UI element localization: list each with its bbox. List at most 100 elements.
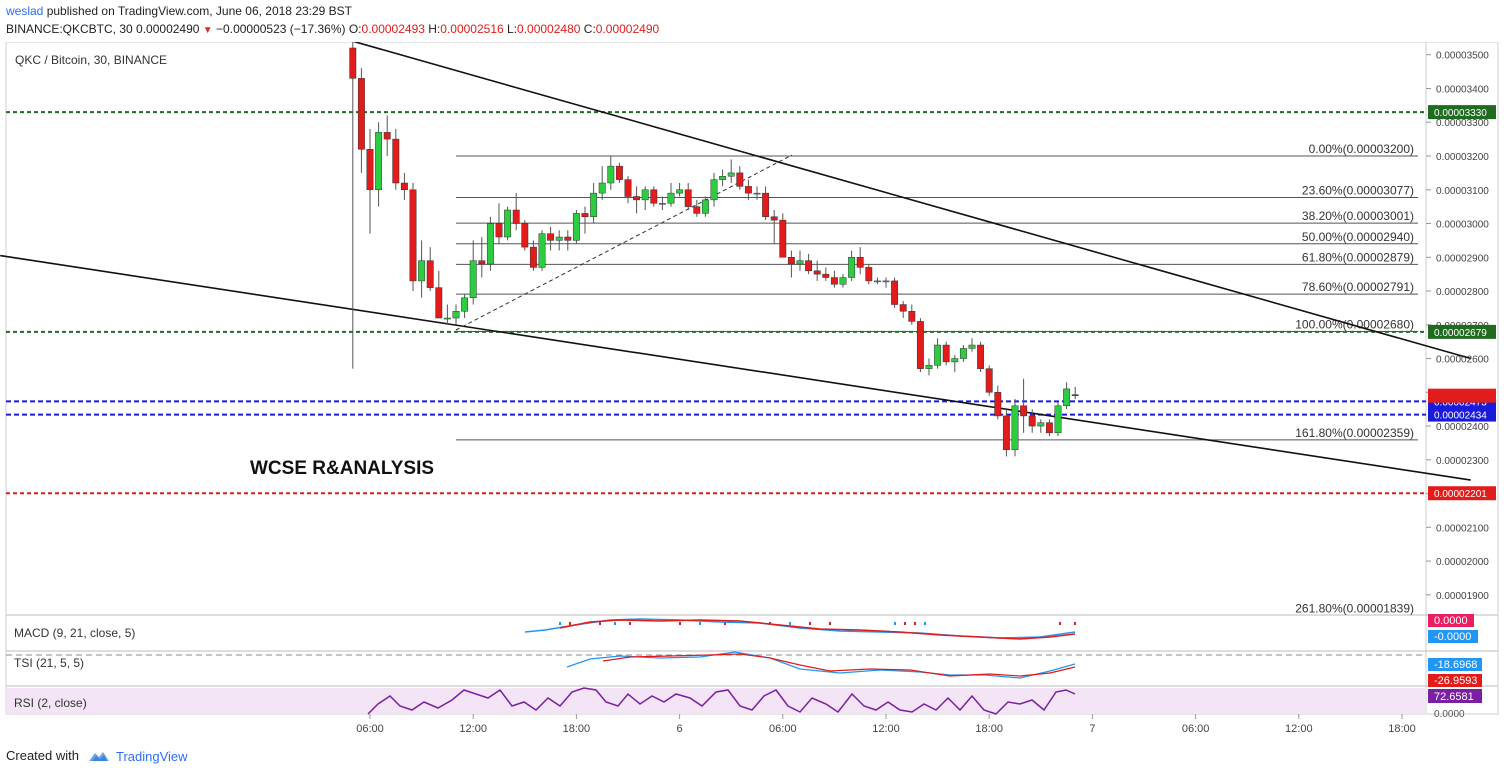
candle-body xyxy=(813,270,821,275)
fib-label: 100.00%(0.00002680) xyxy=(1295,318,1414,332)
price-chart[interactable]: 0.000019000.000020000.000021000.00002200… xyxy=(0,34,1504,742)
candle-body xyxy=(383,132,391,140)
trendline[interactable] xyxy=(352,40,1472,360)
macd-value-2: -0.0000 xyxy=(1434,631,1471,643)
candle-body xyxy=(633,196,641,201)
y-tick-label: 0.00002400 xyxy=(1436,422,1489,433)
publish-header: weslad published on TradingView.com, Jun… xyxy=(0,0,1504,42)
candle-body xyxy=(495,223,503,238)
high-value: 0.00002516 xyxy=(440,22,504,36)
macd-value-box-1 xyxy=(1428,614,1474,627)
candle-body xyxy=(512,209,520,224)
y-tick-label: 0.00003300 xyxy=(1436,118,1489,129)
candle-body xyxy=(934,344,942,366)
x-tick-label: 18:00 xyxy=(975,723,1003,735)
x-tick-label: 6 xyxy=(677,723,683,735)
macd-value-1: 0.0000 xyxy=(1434,615,1468,627)
candle-body xyxy=(899,304,907,312)
candle-body xyxy=(409,189,417,282)
y-tick-label: 0.00003400 xyxy=(1436,84,1489,95)
y-tick-label: 0.00003100 xyxy=(1436,186,1489,197)
candle-body xyxy=(547,233,555,241)
x-tick-label: 06:00 xyxy=(356,723,384,735)
y-tick-label: 0.00002900 xyxy=(1436,253,1489,264)
y-tick-label: 0.00002800 xyxy=(1436,287,1489,298)
candle-body xyxy=(478,260,486,265)
level-label: 0.00002473 xyxy=(1434,397,1487,408)
candle-body xyxy=(762,192,770,218)
x-tick-labels: 06:00 12:00 18:00 6 06:00 12:00 18:00 7 06:00 12:… xyxy=(356,714,1416,735)
candle-body xyxy=(469,260,477,299)
author-link[interactable]: weslad xyxy=(6,4,44,18)
candle-body xyxy=(770,216,778,221)
candle-body xyxy=(615,165,623,180)
tradingview-logo-icon xyxy=(89,752,109,761)
candle-body xyxy=(658,203,666,205)
candle-body xyxy=(641,189,649,201)
candle-body xyxy=(426,260,434,288)
x-tick-label: 7 xyxy=(1089,723,1095,735)
candle-body xyxy=(916,321,924,369)
candle-body xyxy=(822,273,830,278)
candle-body xyxy=(753,192,761,195)
symbol-label: BINANCE:QKCBTC, 30 xyxy=(6,22,133,36)
candle-body xyxy=(873,280,881,283)
candle-body xyxy=(572,213,580,241)
candle-body xyxy=(925,365,933,369)
candle-body xyxy=(418,260,426,282)
y-tick-label: 0.00002000 xyxy=(1436,557,1489,568)
rsi-value-box-1 xyxy=(1428,689,1482,703)
macd-value-box-2 xyxy=(1428,630,1478,643)
level-label: 0.00002679 xyxy=(1434,328,1487,339)
candle-body xyxy=(1020,405,1028,417)
trendline[interactable] xyxy=(0,254,1471,481)
candle-body xyxy=(942,344,950,363)
candle-body xyxy=(504,209,512,238)
x-tick-label: 18:00 xyxy=(563,723,591,735)
candle-body xyxy=(1045,422,1053,434)
macd-signal-line xyxy=(559,619,1076,640)
candle-body xyxy=(968,344,976,349)
candle-body xyxy=(994,392,1002,417)
tsi-value-1: -18.6968 xyxy=(1434,659,1477,671)
candle-body xyxy=(865,267,873,282)
candle-body xyxy=(856,257,864,268)
candle-body xyxy=(624,179,632,197)
candle-body xyxy=(555,236,563,241)
published-text: published on TradingView.com, June 06, 2… xyxy=(43,4,353,18)
chart-area[interactable]: 0.000019000.000020000.000021000.00002200… xyxy=(0,34,1504,742)
fib-label: 0.00%(0.00003200) xyxy=(1309,142,1414,156)
candle-body xyxy=(349,47,357,79)
tradingview-brand-link[interactable]: TradingView xyxy=(88,746,188,766)
price-scale[interactable] xyxy=(1425,41,1499,715)
level-label-box xyxy=(1428,407,1496,422)
price-change: −0.00000523 (−17.36%) xyxy=(216,22,346,36)
created-with-text: Created with xyxy=(6,748,79,763)
x-tick-label: 12:00 xyxy=(459,723,487,735)
x-tick-label: 06:00 xyxy=(1182,723,1210,735)
candle-body xyxy=(684,189,692,207)
last-price: 0.00002490 xyxy=(136,22,200,36)
candle-body xyxy=(839,277,847,285)
rsi-line xyxy=(367,687,1076,715)
candle-body xyxy=(908,311,916,322)
rsi-label: RSI (2, close) xyxy=(14,696,87,710)
fib-label: 38.20%(0.00003001) xyxy=(1302,209,1414,223)
candle-body xyxy=(607,165,615,184)
candle-body xyxy=(977,344,985,369)
y-tick-label: 0.00001900 xyxy=(1436,591,1489,602)
candle-body xyxy=(1002,415,1010,450)
level-label: 0.00003330 xyxy=(1434,108,1487,119)
footer: Created with TradingView xyxy=(0,740,1504,773)
level-label-box xyxy=(1428,105,1496,120)
y-tick-label: 0.00003500 xyxy=(1436,51,1489,62)
x-tick-label: 18:00 xyxy=(1388,723,1416,735)
rsi-value-1: 72.6581 xyxy=(1434,691,1474,703)
candle-body xyxy=(598,182,606,194)
macd-label: MACD (9, 21, close, 5) xyxy=(14,626,135,640)
candle-body xyxy=(564,236,572,241)
candle-body xyxy=(701,199,709,214)
fib-label: 261.80%(0.00001839) xyxy=(1295,601,1414,615)
candle-body xyxy=(461,297,469,312)
close-label: C: xyxy=(583,22,596,36)
